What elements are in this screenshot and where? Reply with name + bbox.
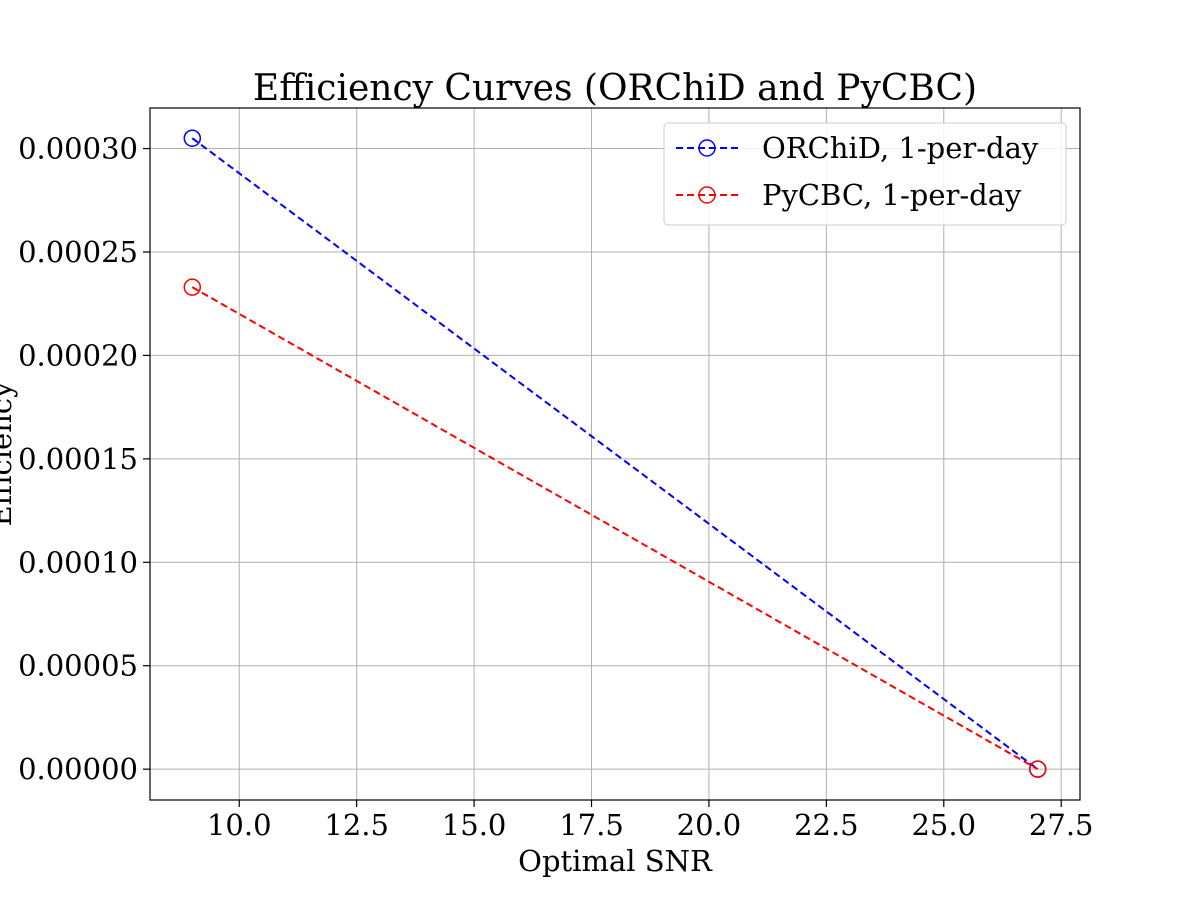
legend-marker-1: [698, 186, 716, 204]
y-tick-label: 0.00030: [18, 132, 138, 166]
y-tick-label: 0.00005: [18, 649, 138, 683]
y-tick-label: 0.00025: [18, 235, 138, 269]
legend-marker-0: [698, 139, 716, 157]
y-tick-label: 0.00010: [18, 545, 138, 579]
x-tick-label: 10.0: [207, 808, 272, 842]
plot-frame: [149, 107, 1081, 801]
y-axis-label: Efficiency: [0, 381, 18, 527]
legend-label-0: ORChiD, 1-per-day: [762, 131, 1039, 165]
series-line-1: [191, 286, 1039, 771]
legend: ORChiD, 1-per-day PyCBC, 1-per-day: [663, 122, 1067, 226]
axis-ticks: 10.0 12.5 15.0 17.5 20.0 22.5 25.0 27.5 0.00000 0…: [18, 132, 1093, 842]
y-tick-label: 0.00000: [18, 752, 138, 786]
y-tick-label: 0.00015: [18, 442, 138, 476]
chart-title: Efficiency Curves (ORChiD and PyCBC): [253, 68, 977, 109]
series-layer: [183, 129, 1047, 778]
x-tick-label: 15.0: [442, 808, 507, 842]
data-point-1-1: [1028, 760, 1047, 778]
x-tick-label: 25.0: [911, 808, 976, 842]
legend-label-1: PyCBC, 1-per-day: [762, 178, 1022, 212]
data-point-1-0: [183, 278, 202, 296]
legend-box: [663, 122, 1067, 226]
y-tick-label: 0.00020: [18, 338, 138, 372]
x-tick-label: 12.5: [324, 808, 389, 842]
x-tick-label: 27.5: [1029, 808, 1094, 842]
data-point-0-0: [183, 129, 202, 147]
x-tick-label: 20.0: [677, 808, 742, 842]
x-tick-label: 22.5: [794, 808, 859, 842]
x-axis-label: Optimal SNR: [518, 844, 713, 878]
x-tick-label: 17.5: [559, 808, 624, 842]
